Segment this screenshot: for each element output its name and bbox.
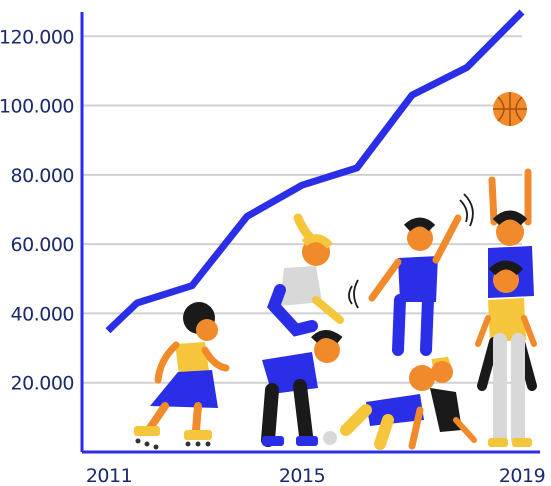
roller-skating-child — [134, 302, 230, 450]
basketball-icon — [493, 92, 527, 126]
children-pyramid — [261, 213, 344, 447]
y-tick-label: 80.000 — [11, 165, 74, 187]
x-axis-ticks: 2011 2015 2019 — [86, 465, 546, 486]
x-tick-label: 2015 — [279, 465, 325, 486]
crawling-children — [323, 356, 477, 450]
x-tick-label: 2011 — [86, 465, 132, 486]
data-points — [107, 11, 523, 331]
jumping-child — [348, 193, 474, 356]
y-axis-ticks: 20.000 40.000 60.000 80.000 100.000 120.000 — [0, 26, 75, 395]
y-tick-label: 20.000 — [11, 373, 74, 395]
y-tick-label: 60.000 — [11, 234, 74, 256]
y-tick-label: 40.000 — [11, 303, 74, 325]
child-reaching-for-ball — [475, 168, 537, 447]
x-tick-label: 2019 — [499, 465, 545, 486]
y-tick-label: 100.000 — [0, 96, 74, 118]
illustration — [134, 92, 537, 450]
y-tick-label: 120.000 — [0, 26, 74, 48]
grid-lines — [82, 35, 522, 384]
